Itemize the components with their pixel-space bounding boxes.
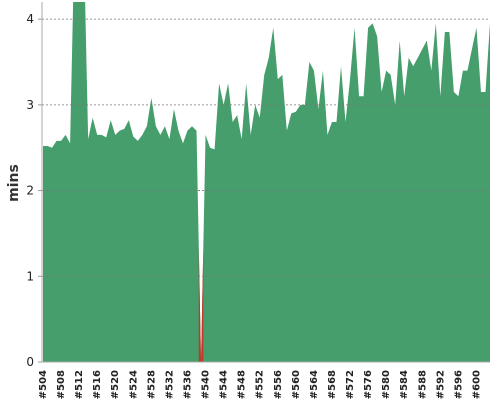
x-tick-label: #584 xyxy=(399,370,410,399)
x-tick-label: #576 xyxy=(363,370,374,399)
x-tick-label: #568 xyxy=(327,370,338,399)
y-tick-label: 0 xyxy=(26,355,34,369)
x-tick-label: #564 xyxy=(309,370,320,399)
failed-build xyxy=(198,246,204,362)
x-tick-label: #540 xyxy=(201,370,212,399)
plot xyxy=(43,2,490,362)
x-tick-label: #600 xyxy=(471,370,482,399)
x-tick-label: #528 xyxy=(146,370,157,399)
x-tick-label: #520 xyxy=(110,370,121,399)
x-tick-label: #552 xyxy=(255,370,266,399)
x-tick-label: #512 xyxy=(74,370,85,399)
x-tick-label: #508 xyxy=(56,370,67,399)
y-tick-label: 4 xyxy=(26,12,34,26)
x-tick-label: #560 xyxy=(291,370,302,399)
x-tick-label: #592 xyxy=(435,370,446,399)
x-tick-label: #504 xyxy=(38,370,49,399)
x-tick-label: #524 xyxy=(128,370,139,399)
x-tick-label: #544 xyxy=(219,370,230,399)
x-tick-label: #532 xyxy=(164,370,175,399)
x-tick-label: #596 xyxy=(453,370,464,399)
x-tick-label: #572 xyxy=(345,370,356,399)
x-tick-label: #516 xyxy=(92,370,103,399)
x-tick-label: #548 xyxy=(237,370,248,399)
y-tick-label: 1 xyxy=(26,269,34,283)
x-tick-label: #536 xyxy=(182,370,193,399)
x-tick-label: #580 xyxy=(381,370,392,399)
y-axis-label: mins xyxy=(6,164,22,202)
y-tick-label: 3 xyxy=(26,98,34,112)
x-tick-label: #556 xyxy=(273,370,284,399)
area xyxy=(43,2,490,362)
x-tick-label: #588 xyxy=(417,370,428,399)
y-tick-label: 2 xyxy=(26,184,34,198)
